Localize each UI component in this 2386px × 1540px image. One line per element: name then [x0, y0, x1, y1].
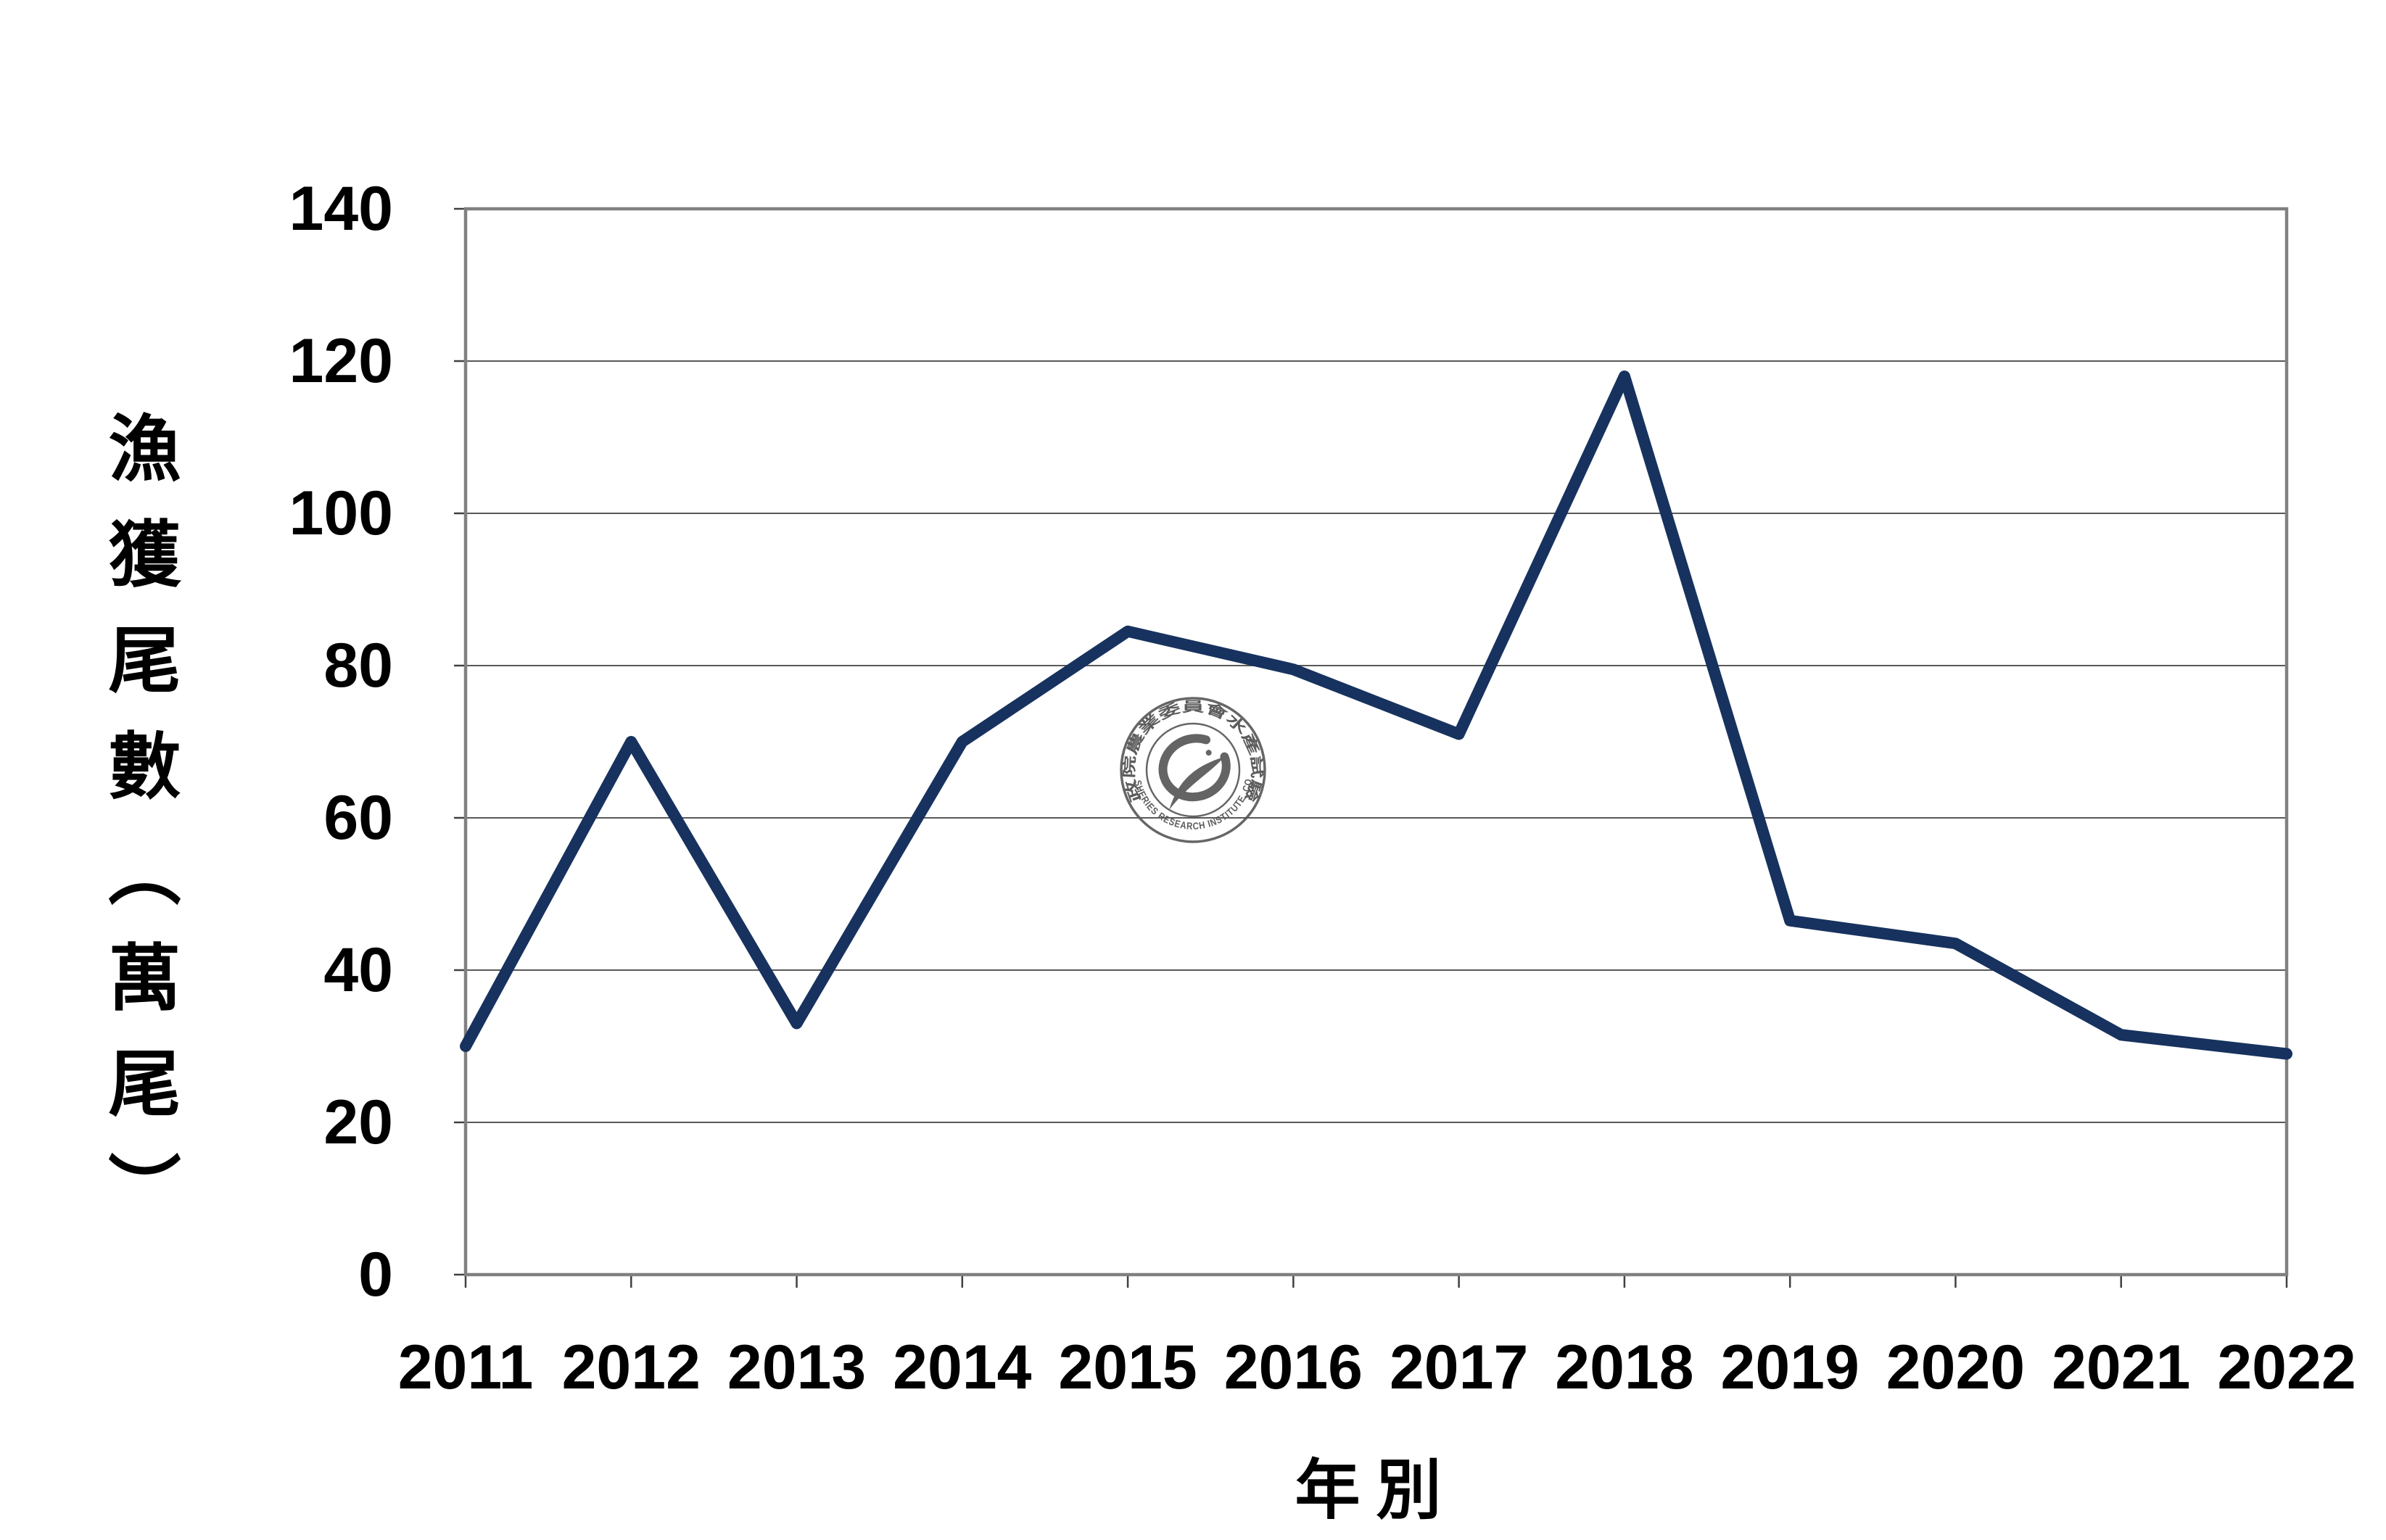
- x-tick-label: 2020: [1886, 1333, 2025, 1402]
- x-tick-label: 2019: [1721, 1333, 1859, 1402]
- plot-border: [463, 207, 2289, 1277]
- x-tick-labels: 2011 2012 2013 2014 2015 2016 2017 2018 2019 2020…: [398, 1333, 2356, 1402]
- gridlines: [466, 360, 2287, 1123]
- logo-outer-ring: [1120, 697, 1266, 843]
- fri-watermark-logo: 行政院農業委員會水產試驗所 FISHERIES RESEARCH INSTITU…: [1120, 697, 1266, 843]
- x-tick-label: 2012: [562, 1333, 701, 1402]
- x-tick-label: 2022: [2217, 1333, 2356, 1402]
- x-axis-title: 年別: [1295, 1454, 1458, 1527]
- y-tick-label: 0: [358, 1240, 393, 1309]
- x-tick-label: 2018: [1555, 1333, 1693, 1402]
- x-tick-label: 2016: [1224, 1333, 1363, 1402]
- data-line: [460, 370, 2292, 1060]
- x-tick-label: 2015: [1058, 1333, 1197, 1402]
- y-tick-label: 80: [323, 631, 393, 700]
- y-tick-label: 100: [289, 479, 394, 548]
- x-tick-label: 2014: [893, 1333, 1031, 1402]
- x-tick-label: 2017: [1390, 1333, 1528, 1402]
- y-tick-label: 20: [323, 1088, 393, 1157]
- y-tick-labels: 0 20 40 60 80 100 120 140: [289, 174, 394, 1309]
- x-tick-label: 2011: [398, 1333, 534, 1402]
- y-tick-label: 120: [289, 326, 394, 396]
- y-tick-label: 60: [323, 783, 393, 853]
- y-tick-label: 40: [323, 935, 393, 1005]
- x-tick-label: 2013: [727, 1333, 866, 1402]
- axis-ticks: [454, 207, 2288, 1288]
- x-tick-label: 2021: [2052, 1333, 2190, 1402]
- fish-icon: [1158, 734, 1231, 810]
- y-tick-label: 140: [289, 174, 394, 244]
- logo-inner-ring: [1145, 722, 1241, 818]
- y-axis-title: 漁獲尾數（萬尾）: [97, 410, 178, 1257]
